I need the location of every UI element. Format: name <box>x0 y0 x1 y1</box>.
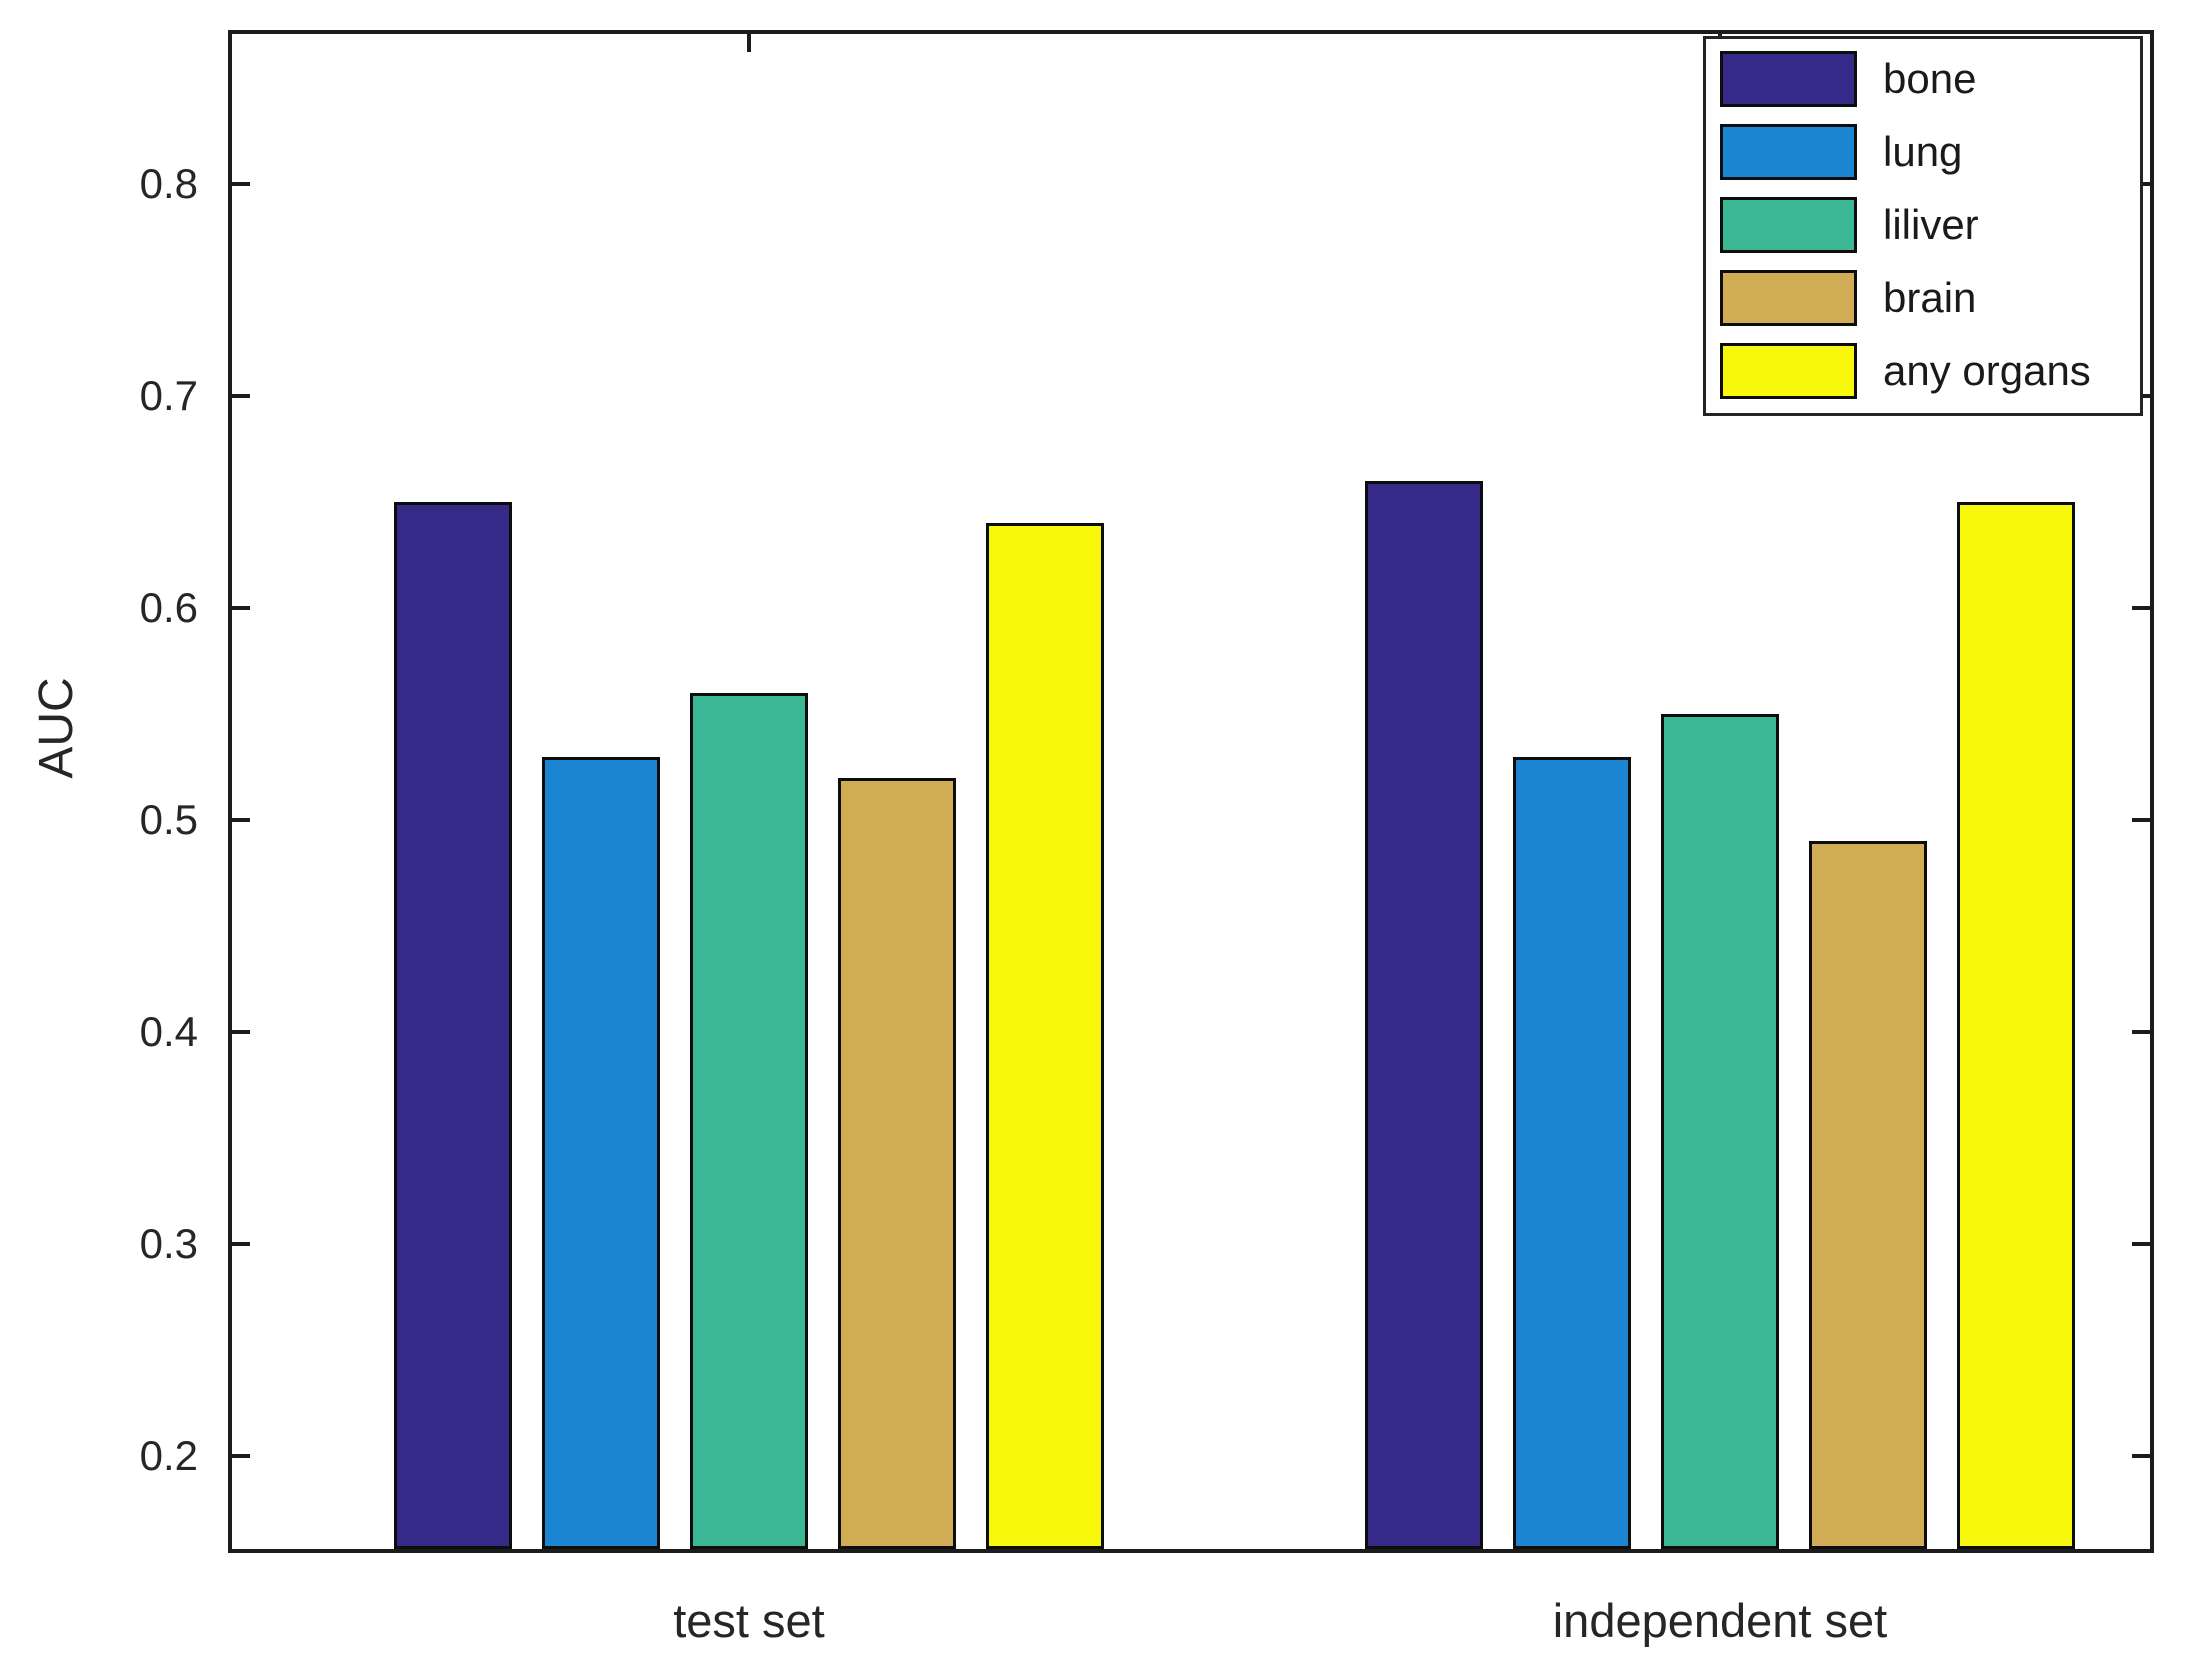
bar-bone-test-set <box>394 502 512 1549</box>
legend-label: lung <box>1883 128 1963 175</box>
y-tick-mark-right <box>2132 1241 2150 1246</box>
y-tick-mark <box>232 394 250 399</box>
y-tick-mark-right <box>2132 1029 2150 1034</box>
legend-label: brain <box>1883 274 1977 321</box>
bar-liliver-test-set <box>690 692 808 1549</box>
bar-brain-independent-set <box>1809 841 1927 1549</box>
y-tick-label: 0.4 <box>139 1007 198 1055</box>
y-tick-mark <box>232 182 250 187</box>
x-category-label-test-set: test set <box>673 1594 825 1647</box>
y-tick-mark <box>232 606 250 611</box>
y-tick-mark <box>232 818 250 823</box>
bar-liliver-independent-set <box>1661 714 1779 1549</box>
legend-item-brain: brain <box>1706 270 2140 326</box>
y-tick-label: 0.8 <box>139 160 198 208</box>
bar-bone-independent-set <box>1365 481 1483 1549</box>
y-tick-label: 0.6 <box>139 584 198 632</box>
y-tick-mark-right <box>2132 1453 2150 1458</box>
y-tick-label: 0.3 <box>139 1219 198 1267</box>
bar-lung-independent-set <box>1513 756 1631 1549</box>
y-tick-label: 0.5 <box>139 796 198 844</box>
bar-any-organs-test-set <box>986 523 1104 1549</box>
y-tick-mark <box>232 1453 250 1458</box>
y-tick-mark-right <box>2132 606 2150 611</box>
y-tick-mark-right <box>2132 818 2150 823</box>
legend: bone lung liliver brain any organs <box>1703 36 2143 416</box>
legend-item-any-organs: any organs <box>1706 343 2140 399</box>
legend-swatch-any-organs <box>1720 343 1857 399</box>
legend-label: any organs <box>1883 347 2091 394</box>
x-tick-mark-top <box>747 34 751 52</box>
x-category-label-independent-set: independent set <box>1552 1594 1888 1647</box>
y-tick-mark <box>232 1029 250 1034</box>
bar-brain-test-set <box>838 777 956 1549</box>
y-tick-label: 0.2 <box>139 1431 198 1479</box>
legend-item-liliver: liliver <box>1706 197 2140 253</box>
legend-label: bone <box>1883 55 1977 102</box>
legend-swatch-lung <box>1720 124 1857 180</box>
legend-swatch-brain <box>1720 270 1857 326</box>
legend-item-bone: bone <box>1706 51 2140 107</box>
legend-label: liliver <box>1883 201 1979 248</box>
bar-lung-test-set <box>542 756 660 1549</box>
y-tick-mark <box>232 1241 250 1246</box>
legend-swatch-bone <box>1720 51 1857 107</box>
bar-any-organs-independent-set <box>1957 502 2075 1549</box>
y-tick-label: 0.7 <box>139 372 198 420</box>
legend-swatch-liliver <box>1720 197 1857 253</box>
legend-item-lung: lung <box>1706 124 2140 180</box>
